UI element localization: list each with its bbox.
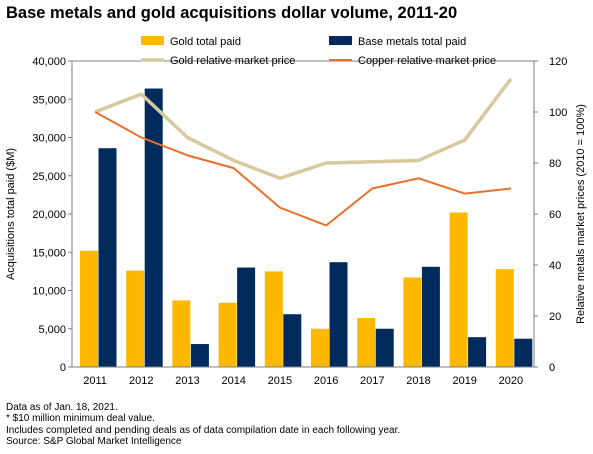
bar-base-metals [514,338,533,367]
x-tick-label: 2016 [314,375,338,387]
x-tick-label: 2015 [268,375,292,387]
y-tick-label: 25,000 [32,171,66,183]
bar-base-metals [190,344,209,367]
bar-gold [126,270,145,367]
x-tick-label: 2018 [406,375,430,387]
bar-base-metals [468,337,487,367]
legend-label-gold-price: Gold relative market price [170,55,295,67]
x-tick-label: 2017 [360,375,384,387]
x-tick-label: 2013 [175,375,199,387]
x-tick-label: 2014 [221,375,245,387]
bar-base-metals [329,262,348,367]
y-axis-title: Acquisitions total paid ($M) [5,148,17,280]
y2-tick-label: 20 [549,311,561,323]
y2-tick-label: 80 [549,158,561,170]
bar-base-metals [283,314,302,367]
bar-base-metals [98,148,117,367]
bar-gold [495,269,514,367]
y2-tick-label: 0 [549,362,555,374]
bar-gold [357,318,376,367]
bar-gold [403,277,422,367]
legend-label-gold-paid: Gold total paid [170,36,241,48]
y2-tick-label: 40 [549,260,561,272]
bar-gold [80,250,98,367]
y-tick-label: 5,000 [38,324,66,336]
y2-tick-label: 60 [549,209,561,221]
y-tick-label: 30,000 [32,133,66,145]
bar-base-metals [375,328,394,367]
note-deal-scope: Includes completed and pending deals as … [6,424,401,436]
y-tick-label: 40,000 [32,56,66,68]
x-tick-label: 2012 [129,375,153,387]
chart-notes: Data as of Jan. 18, 2021. * $10 million … [6,402,400,447]
y-tick-label: 10,000 [32,286,66,298]
bar-base-metals [237,267,256,367]
x-tick-label: 2019 [452,375,476,387]
legend-label-base-metals-paid: Base metals total paid [358,36,466,48]
y-tick-label: 0 [60,362,66,374]
legend-swatch-base-metals-paid [329,36,352,45]
note-source: Source: S&P Global Market Intelligence [6,435,182,447]
x-tick-label: 2011 [83,375,107,387]
chart-title: Base metals and gold acquisitions dollar… [6,4,458,22]
legend-swatch-gold-paid [141,36,164,45]
bar-base-metals [144,88,163,367]
bar-gold [264,271,283,367]
note-data-date: Data as of Jan. 18, 2021. [6,402,118,413]
y-tick-label: 35,000 [32,94,66,106]
chart: 0 5,000 10,000 15,000 20,000 25,000 30,000 35,0… [5,36,587,387]
legend-label-copper-price: Copper relative market price [358,55,496,67]
y-tick-label: 20,000 [32,209,66,221]
bar-gold [449,212,468,367]
y2-axis-title: Relative metals market prices (2010 = 10… [575,104,587,324]
y2-tick-label: 100 [549,107,567,119]
gold-price-line [94,77,513,181]
bar-gold [172,300,191,367]
y2-tick-label: 120 [549,56,567,68]
bar-gold [311,328,329,367]
bar-base-metals [421,266,440,367]
bar-gold [218,302,237,367]
x-tick-label: 2020 [499,375,523,387]
y-tick-label: 15,000 [32,247,66,259]
copper-price-line [94,111,512,227]
note-minimum-value: * $10 million minimum deal value. [6,413,155,425]
